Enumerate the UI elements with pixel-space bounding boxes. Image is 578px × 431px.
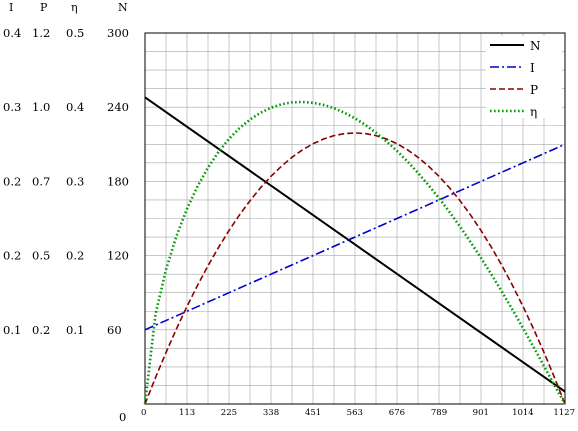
y-tick-label: 0.3: [66, 174, 84, 188]
x-tick-label: 1127: [553, 408, 575, 418]
x-tick-label: 338: [263, 408, 279, 418]
y-tick-label: 0: [119, 410, 126, 424]
y-tick-label: 0.4: [66, 100, 84, 114]
y-tick-label: 0.7: [32, 174, 50, 188]
x-tick-label: 901: [473, 408, 489, 418]
y-tick-label: 0.2: [32, 323, 50, 337]
y-tick-label: 0.1: [66, 323, 84, 337]
series-line-p: [144, 132, 566, 405]
x-tick-label: 113: [179, 408, 195, 418]
legend-label: I: [530, 61, 535, 75]
y-tick-label: 0.2: [3, 249, 21, 263]
axis-header-n: N: [118, 1, 128, 14]
y-tick-label: 120: [107, 249, 129, 263]
y-tick-label: 0.5: [66, 26, 84, 40]
y-tick-label: 0.1: [3, 323, 21, 337]
series-group: [143, 96, 567, 405]
legend-label: N: [530, 39, 541, 53]
legend-box: [486, 36, 562, 118]
y-tick-label: 180: [107, 174, 129, 188]
axis-header-p: P: [40, 1, 48, 14]
x-tick-label: 451: [305, 408, 321, 418]
series-line-n: [144, 96, 566, 393]
axis-header-eta: η: [71, 1, 78, 14]
x-tick-label: 676: [389, 408, 405, 418]
axis-header-i: I: [9, 1, 13, 14]
y-tick-label: 300: [107, 26, 129, 40]
x-tick-labels: 0 113 225 338 451 563 676 789 901 1014 1127: [141, 408, 575, 418]
y-tick-label: 60: [107, 323, 122, 337]
x-tick-label: 789: [431, 408, 447, 418]
plot-frame: [144, 32, 566, 405]
legend-label: η: [530, 105, 537, 119]
x-tick-label: 0: [141, 408, 146, 418]
y-tick-label: 0.2: [66, 249, 84, 263]
y-tick-labels: 0.4 1.2 0.5 300 0.3 1.0 0.4 240 0.2 0.7 0.3 180 0.2 0…: [3, 26, 129, 424]
x-tick-label: 1014: [512, 408, 534, 418]
legend-label: P: [530, 83, 538, 97]
y-tick-label: 1.0: [32, 100, 50, 114]
y-tick-label: 0.5: [32, 249, 50, 263]
y-tick-label: 240: [107, 100, 129, 114]
y-tick-label: 1.2: [32, 26, 50, 40]
x-tick-label: 563: [347, 408, 363, 418]
y-tick-label: 0.4: [3, 26, 21, 40]
series-line-i: [144, 143, 566, 331]
x-tick-label: 225: [221, 408, 237, 418]
y-tick-label: 0.3: [3, 100, 21, 114]
y-tick-label: 0.2: [3, 174, 21, 188]
